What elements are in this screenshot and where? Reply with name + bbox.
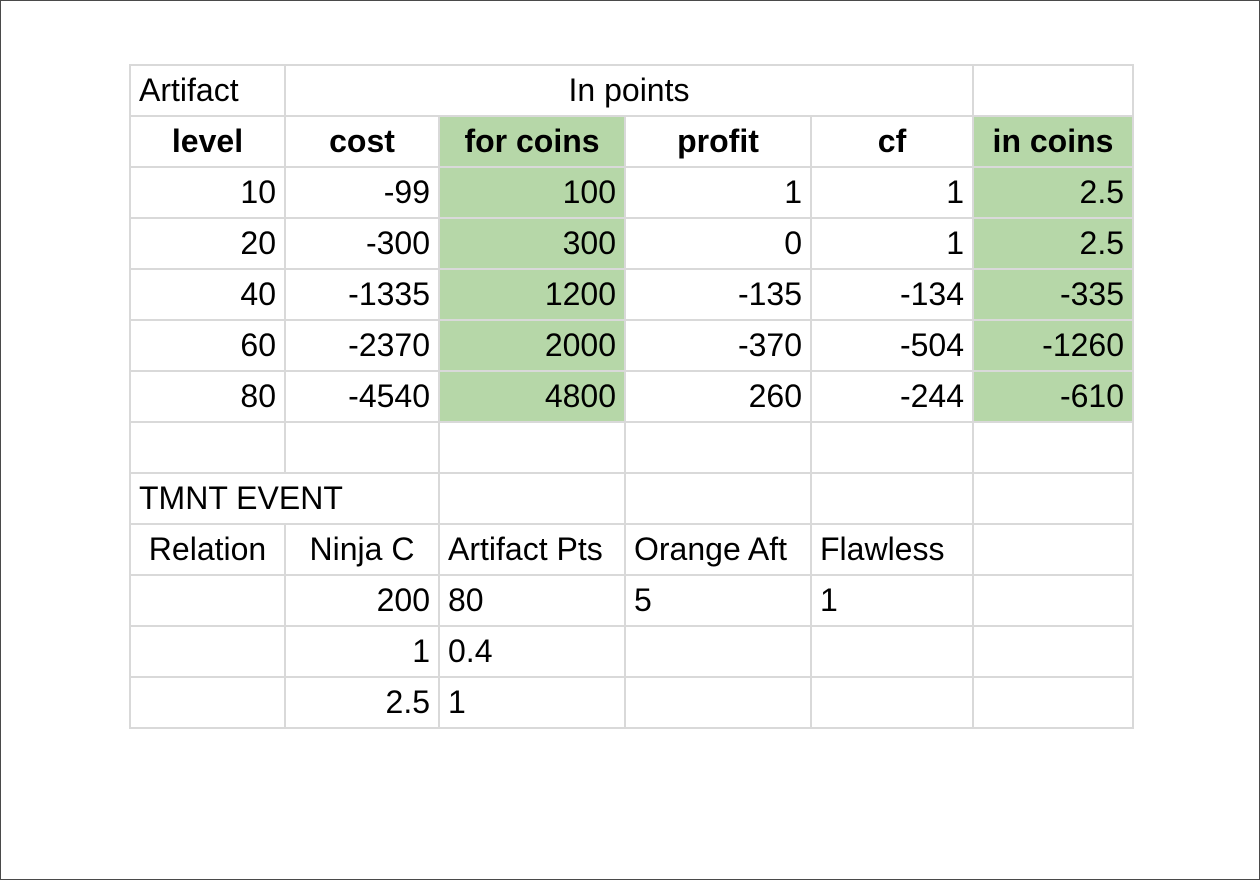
empty-cell[interactable] (972, 574, 1134, 627)
cell[interactable]: 300 (438, 217, 626, 270)
cell[interactable]: 2.5 (972, 166, 1134, 219)
cell[interactable] (810, 676, 974, 729)
empty-cell[interactable] (972, 676, 1134, 729)
cell[interactable]: 0.4 (438, 625, 626, 678)
table-row: 60 -2370 2000 -370 -504 -1260 (129, 319, 1134, 372)
cell[interactable]: 5 (624, 574, 812, 627)
table-row: 80 -4540 4800 260 -244 -610 (129, 370, 1134, 423)
cell[interactable]: 40 (129, 268, 286, 321)
cell[interactable]: -244 (810, 370, 974, 423)
cell[interactable]: 1 (810, 217, 974, 270)
event-header-artifact-pts[interactable]: Artifact Pts (438, 523, 626, 576)
empty-cell[interactable] (810, 472, 974, 525)
cell[interactable]: 2000 (438, 319, 626, 372)
cell[interactable]: 4800 (438, 370, 626, 423)
cell[interactable] (129, 625, 286, 678)
cell[interactable]: 1 (810, 574, 974, 627)
event-title-row: TMNT EVENT (129, 472, 1134, 525)
header-cell-cost[interactable]: cost (284, 115, 440, 168)
event-row: 2.5 1 (129, 676, 1134, 729)
spreadsheet-grid: Artifact In points level cost for coins … (129, 64, 1134, 729)
empty-cell[interactable] (972, 625, 1134, 678)
cell[interactable]: -134 (810, 268, 974, 321)
empty-cell[interactable] (624, 472, 812, 525)
cell[interactable]: 2.5 (972, 217, 1134, 270)
cell[interactable]: 10 (129, 166, 286, 219)
cell[interactable]: 80 (438, 574, 626, 627)
cell[interactable]: 80 (129, 370, 286, 423)
cell[interactable]: -4540 (284, 370, 440, 423)
event-header-ninja-c[interactable]: Ninja C (284, 523, 440, 576)
cell[interactable]: -610 (972, 370, 1134, 423)
cell[interactable]: 1 (438, 676, 626, 729)
cell[interactable]: 260 (624, 370, 812, 423)
event-header-relation[interactable]: Relation (129, 523, 286, 576)
cell[interactable]: 100 (438, 166, 626, 219)
header-row: level cost for coins profit cf in coins (129, 115, 1134, 168)
cell[interactable]: -2370 (284, 319, 440, 372)
cell[interactable] (129, 676, 286, 729)
cell[interactable]: -1335 (284, 268, 440, 321)
in-points-header-cell[interactable]: In points (284, 64, 974, 117)
empty-cell[interactable] (810, 421, 974, 474)
cell[interactable]: -99 (284, 166, 440, 219)
empty-cell[interactable] (624, 421, 812, 474)
cell[interactable]: -300 (284, 217, 440, 270)
event-row: 1 0.4 (129, 625, 1134, 678)
cell[interactable]: 1 (624, 166, 812, 219)
cell[interactable]: 20 (129, 217, 286, 270)
empty-cell[interactable] (972, 523, 1134, 576)
table-row: 40 -1335 1200 -135 -134 -335 (129, 268, 1134, 321)
event-title-cell[interactable]: TMNT EVENT (129, 472, 440, 525)
cell[interactable]: -504 (810, 319, 974, 372)
cell[interactable]: 1 (284, 625, 440, 678)
cell[interactable]: 0 (624, 217, 812, 270)
empty-cell[interactable] (972, 472, 1134, 525)
event-row: 200 80 5 1 (129, 574, 1134, 627)
cell[interactable] (129, 574, 286, 627)
cell[interactable]: 1200 (438, 268, 626, 321)
event-header-row: Relation Ninja C Artifact Pts Orange Aft… (129, 523, 1134, 576)
cell[interactable]: 1 (810, 166, 974, 219)
cell[interactable]: -1260 (972, 319, 1134, 372)
empty-cell[interactable] (438, 421, 626, 474)
header-cell-in-coins[interactable]: in coins (972, 115, 1134, 168)
cell[interactable]: 60 (129, 319, 286, 372)
cell[interactable]: -370 (624, 319, 812, 372)
empty-cell[interactable] (284, 421, 440, 474)
header-cell-level[interactable]: level (129, 115, 286, 168)
header-cell-for-coins[interactable]: for coins (438, 115, 626, 168)
empty-row (129, 421, 1134, 474)
artifact-title-cell[interactable]: Artifact (129, 64, 286, 117)
empty-cell[interactable] (972, 421, 1134, 474)
table-row: 20 -300 300 0 1 2.5 (129, 217, 1134, 270)
cell[interactable] (624, 625, 812, 678)
empty-cell[interactable] (129, 421, 286, 474)
header-cell-cf[interactable]: cf (810, 115, 974, 168)
cell[interactable] (624, 676, 812, 729)
empty-cell[interactable] (972, 64, 1134, 117)
cell[interactable]: 200 (284, 574, 440, 627)
title-row: Artifact In points (129, 64, 1134, 117)
empty-cell[interactable] (438, 472, 626, 525)
cell[interactable]: -335 (972, 268, 1134, 321)
cell[interactable]: 2.5 (284, 676, 440, 729)
cell[interactable]: -135 (624, 268, 812, 321)
event-header-orange-aft[interactable]: Orange Aft (624, 523, 812, 576)
table-row: 10 -99 100 1 1 2.5 (129, 166, 1134, 219)
header-cell-profit[interactable]: profit (624, 115, 812, 168)
event-header-flawless[interactable]: Flawless (810, 523, 974, 576)
cell[interactable] (810, 625, 974, 678)
